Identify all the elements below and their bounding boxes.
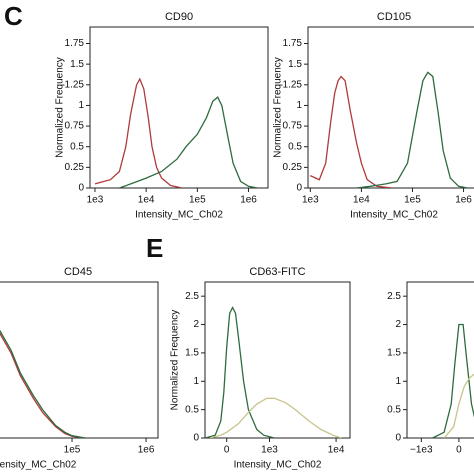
histogram-line: [0, 329, 86, 438]
x-tick-label: 1e6: [138, 445, 155, 456]
x-tick-label: 0: [224, 445, 230, 456]
panel-label: C: [4, 1, 23, 31]
x-tick-label: 1e4: [138, 195, 155, 206]
y-tick-label: 1.75: [65, 38, 85, 49]
y-tick-label: 0: [78, 183, 84, 194]
x-axis-label: Intensity_MC_Ch02: [234, 460, 322, 471]
panel: CD45 ensity_MC_Ch02 1e5 1e6: [0, 266, 159, 471]
y-tick-label: 0: [296, 183, 302, 194]
histogram-line: [94, 77, 183, 188]
plot-area: [432, 323, 474, 438]
y-tick-label: 0.25: [65, 162, 85, 173]
y-tick-label: 2: [395, 319, 401, 330]
histogram-line: [356, 71, 468, 188]
x-axis-label: ensity_MC_Ch02: [0, 460, 77, 471]
y-tick-label: 2.5: [185, 291, 199, 302]
y-tick-label: 1.25: [65, 79, 85, 90]
plot-frame: [406, 281, 474, 439]
panel-label: E: [146, 233, 163, 263]
plot-area: [310, 71, 468, 188]
y-tick-label: 0.75: [65, 121, 85, 132]
chart-title: CD63-FITC: [249, 266, 305, 278]
chart-title: CD45: [64, 266, 92, 278]
plot-frame: [204, 281, 351, 439]
x-tick-label: 1e6: [455, 195, 472, 206]
y-tick-label: 0.5: [288, 141, 302, 152]
x-axis-label: Intensity_MC_Ch02: [350, 210, 438, 221]
panel: CD63-FITC E Intensity_MC_Ch02 Normalized Fr…: [146, 233, 351, 471]
y-tick-label: 0.25: [283, 162, 303, 173]
y-tick-label: 0: [193, 433, 199, 444]
chart-title: CD105: [377, 11, 411, 23]
histogram-line: [310, 75, 393, 188]
plot-area: [94, 77, 258, 188]
panel: CD105 Intensity_MC_Ch02 Normalized Frequen…: [273, 11, 474, 221]
panel: −1e3 0 0 0.5 1 1.5 2 2.5: [387, 281, 474, 456]
y-tick-label: 1: [296, 100, 302, 111]
y-tick-label: 0.5: [185, 404, 199, 415]
x-tick-label: 1e4: [353, 195, 370, 206]
histogram-line: [209, 397, 342, 438]
y-axis-label: Normalized Frequency: [170, 310, 181, 411]
x-tick-label: 1e3: [302, 195, 319, 206]
y-tick-label: 1.5: [185, 348, 199, 359]
histogram-line: [432, 323, 474, 438]
x-tick-label: 1e4: [328, 445, 345, 456]
y-tick-label: 1.5: [70, 59, 84, 70]
y-tick-label: 1: [78, 100, 84, 111]
y-tick-label: 2.5: [387, 291, 401, 302]
plot-area: [0, 329, 86, 438]
y-tick-label: 1.75: [283, 38, 303, 49]
y-axis-label: Normalized Frequency: [55, 57, 66, 158]
panel: CD90 C Intensity_MC_Ch02 Normalized Frequen…: [4, 1, 269, 221]
y-tick-label: 1.25: [283, 79, 303, 90]
y-tick-label: 2: [193, 319, 199, 330]
y-tick-label: 1: [395, 376, 401, 387]
x-tick-label: 1e5: [189, 195, 206, 206]
plot-frame: [89, 26, 269, 189]
y-tick-label: 1: [193, 376, 199, 387]
y-tick-label: 1.5: [387, 348, 401, 359]
histogram-line: [0, 332, 86, 438]
y-axis-label: Normalized Frequency: [273, 57, 284, 158]
plot-frame: [307, 26, 474, 189]
x-tick-label: 1e6: [240, 195, 257, 206]
y-tick-label: 0.75: [283, 121, 303, 132]
y-tick-label: 1.5: [288, 59, 302, 70]
x-axis-label: Intensity_MC_Ch02: [135, 210, 223, 221]
x-tick-label: −1e3: [410, 445, 433, 456]
plot-area: [205, 306, 342, 438]
plot-frame: [0, 281, 159, 439]
y-tick-label: 0.5: [387, 404, 401, 415]
x-tick-label: 1e5: [404, 195, 421, 206]
histogram-line: [119, 96, 258, 188]
y-tick-label: 0.5: [70, 141, 84, 152]
x-tick-label: 1e3: [261, 445, 278, 456]
histogram-line: [205, 306, 275, 438]
x-tick-label: 0: [456, 445, 462, 456]
chart-title: CD90: [165, 11, 193, 23]
x-tick-label: 1e3: [87, 195, 104, 206]
y-tick-label: 0: [395, 433, 401, 444]
x-tick-label: 1e5: [64, 445, 81, 456]
